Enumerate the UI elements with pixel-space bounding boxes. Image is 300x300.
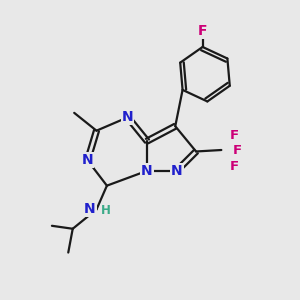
Text: F: F [233, 144, 242, 157]
Text: F: F [198, 24, 207, 38]
Text: N: N [82, 153, 93, 167]
Text: F: F [229, 160, 239, 172]
Text: F: F [229, 129, 239, 142]
Text: H: H [100, 204, 110, 218]
Text: N: N [84, 202, 96, 216]
Text: N: N [171, 164, 183, 178]
Text: N: N [122, 110, 134, 124]
Text: N: N [141, 164, 153, 178]
